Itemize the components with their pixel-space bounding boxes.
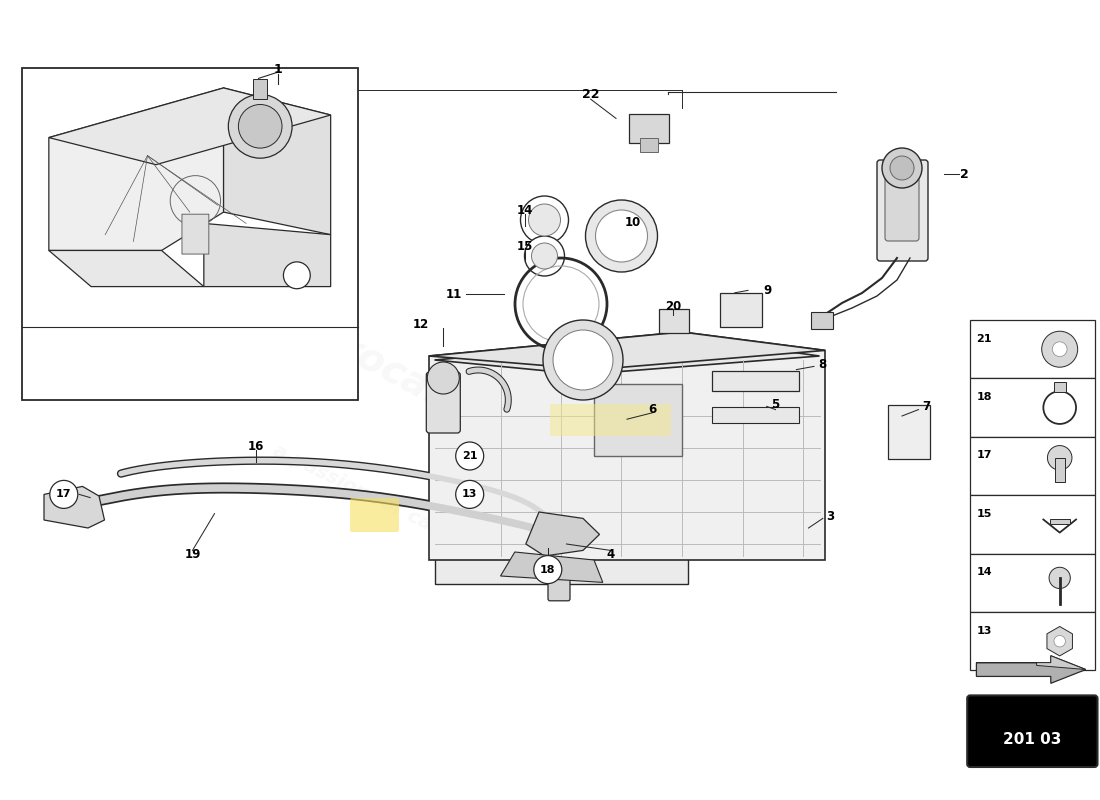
Polygon shape (977, 656, 1086, 670)
Text: 12: 12 (414, 318, 429, 330)
Polygon shape (1047, 626, 1072, 656)
Polygon shape (977, 656, 1086, 683)
FancyBboxPatch shape (970, 554, 1094, 612)
Text: 13: 13 (976, 626, 991, 636)
Polygon shape (48, 88, 331, 165)
Text: 3: 3 (826, 510, 835, 522)
FancyBboxPatch shape (967, 695, 1098, 767)
Polygon shape (500, 552, 603, 582)
Text: 14: 14 (517, 204, 532, 217)
Polygon shape (48, 250, 204, 286)
Text: 22: 22 (582, 88, 600, 101)
FancyBboxPatch shape (888, 406, 930, 459)
Polygon shape (429, 332, 825, 370)
Text: 16: 16 (249, 440, 264, 453)
FancyBboxPatch shape (594, 384, 682, 456)
Circle shape (528, 204, 561, 236)
Text: eurocar s: eurocar s (286, 303, 484, 433)
Text: 18: 18 (540, 565, 556, 574)
Text: 9: 9 (763, 284, 772, 297)
Text: 21: 21 (976, 334, 992, 344)
Text: 8: 8 (818, 358, 827, 370)
Circle shape (50, 480, 78, 509)
Text: 4: 4 (606, 548, 615, 561)
Circle shape (239, 105, 282, 148)
Circle shape (520, 196, 569, 244)
FancyBboxPatch shape (629, 114, 669, 143)
FancyBboxPatch shape (970, 495, 1094, 554)
FancyBboxPatch shape (1049, 519, 1069, 523)
Text: 7: 7 (922, 400, 931, 413)
FancyBboxPatch shape (659, 310, 689, 334)
Text: 14: 14 (976, 567, 992, 578)
Circle shape (455, 442, 484, 470)
Text: 17: 17 (56, 490, 72, 499)
Circle shape (595, 210, 648, 262)
Text: 20: 20 (666, 300, 681, 313)
Text: 2: 2 (960, 168, 969, 181)
FancyBboxPatch shape (1054, 382, 1066, 392)
FancyBboxPatch shape (640, 138, 658, 152)
Text: 6: 6 (648, 403, 657, 416)
Polygon shape (204, 223, 331, 286)
Text: 17: 17 (976, 450, 992, 461)
Circle shape (1047, 446, 1072, 470)
Circle shape (1054, 635, 1066, 647)
Polygon shape (223, 88, 331, 234)
Text: 21: 21 (462, 451, 477, 461)
Circle shape (543, 320, 623, 400)
Circle shape (890, 156, 914, 180)
FancyBboxPatch shape (970, 320, 1094, 378)
Circle shape (882, 148, 922, 188)
FancyBboxPatch shape (712, 371, 799, 391)
FancyBboxPatch shape (182, 214, 209, 254)
FancyBboxPatch shape (970, 437, 1094, 495)
Circle shape (1049, 567, 1070, 589)
Circle shape (229, 94, 293, 158)
Circle shape (585, 200, 658, 272)
Polygon shape (434, 338, 820, 556)
Circle shape (531, 243, 558, 269)
Text: 18: 18 (976, 392, 992, 402)
Polygon shape (44, 486, 104, 528)
FancyBboxPatch shape (970, 612, 1094, 670)
Circle shape (534, 555, 562, 584)
Text: 5: 5 (771, 398, 780, 410)
FancyBboxPatch shape (970, 378, 1094, 437)
Polygon shape (434, 338, 820, 374)
Text: 1: 1 (274, 63, 283, 76)
Polygon shape (526, 512, 600, 556)
Polygon shape (434, 556, 688, 584)
Text: 11: 11 (447, 288, 462, 301)
FancyBboxPatch shape (886, 170, 918, 241)
Text: 10: 10 (625, 216, 640, 229)
Text: 15: 15 (517, 240, 532, 253)
FancyBboxPatch shape (719, 294, 761, 327)
FancyBboxPatch shape (550, 404, 671, 436)
Polygon shape (429, 332, 825, 560)
Text: 13: 13 (462, 490, 477, 499)
Polygon shape (48, 88, 223, 250)
FancyBboxPatch shape (427, 372, 460, 433)
FancyBboxPatch shape (877, 160, 928, 261)
FancyBboxPatch shape (548, 578, 570, 601)
Text: 201 03: 201 03 (1003, 731, 1062, 746)
Circle shape (1042, 331, 1078, 367)
Circle shape (284, 262, 310, 289)
Text: 15: 15 (976, 509, 991, 519)
Text: 19: 19 (185, 548, 200, 561)
Circle shape (553, 330, 613, 390)
Circle shape (1053, 342, 1067, 357)
FancyBboxPatch shape (712, 407, 799, 423)
Circle shape (455, 480, 484, 509)
FancyBboxPatch shape (253, 79, 267, 99)
Circle shape (525, 236, 564, 276)
FancyBboxPatch shape (22, 68, 358, 400)
FancyBboxPatch shape (811, 312, 833, 329)
Text: a passion for cars since 1965: a passion for cars since 1965 (271, 442, 565, 598)
Circle shape (427, 362, 460, 394)
FancyBboxPatch shape (1055, 458, 1065, 482)
FancyBboxPatch shape (350, 498, 399, 532)
